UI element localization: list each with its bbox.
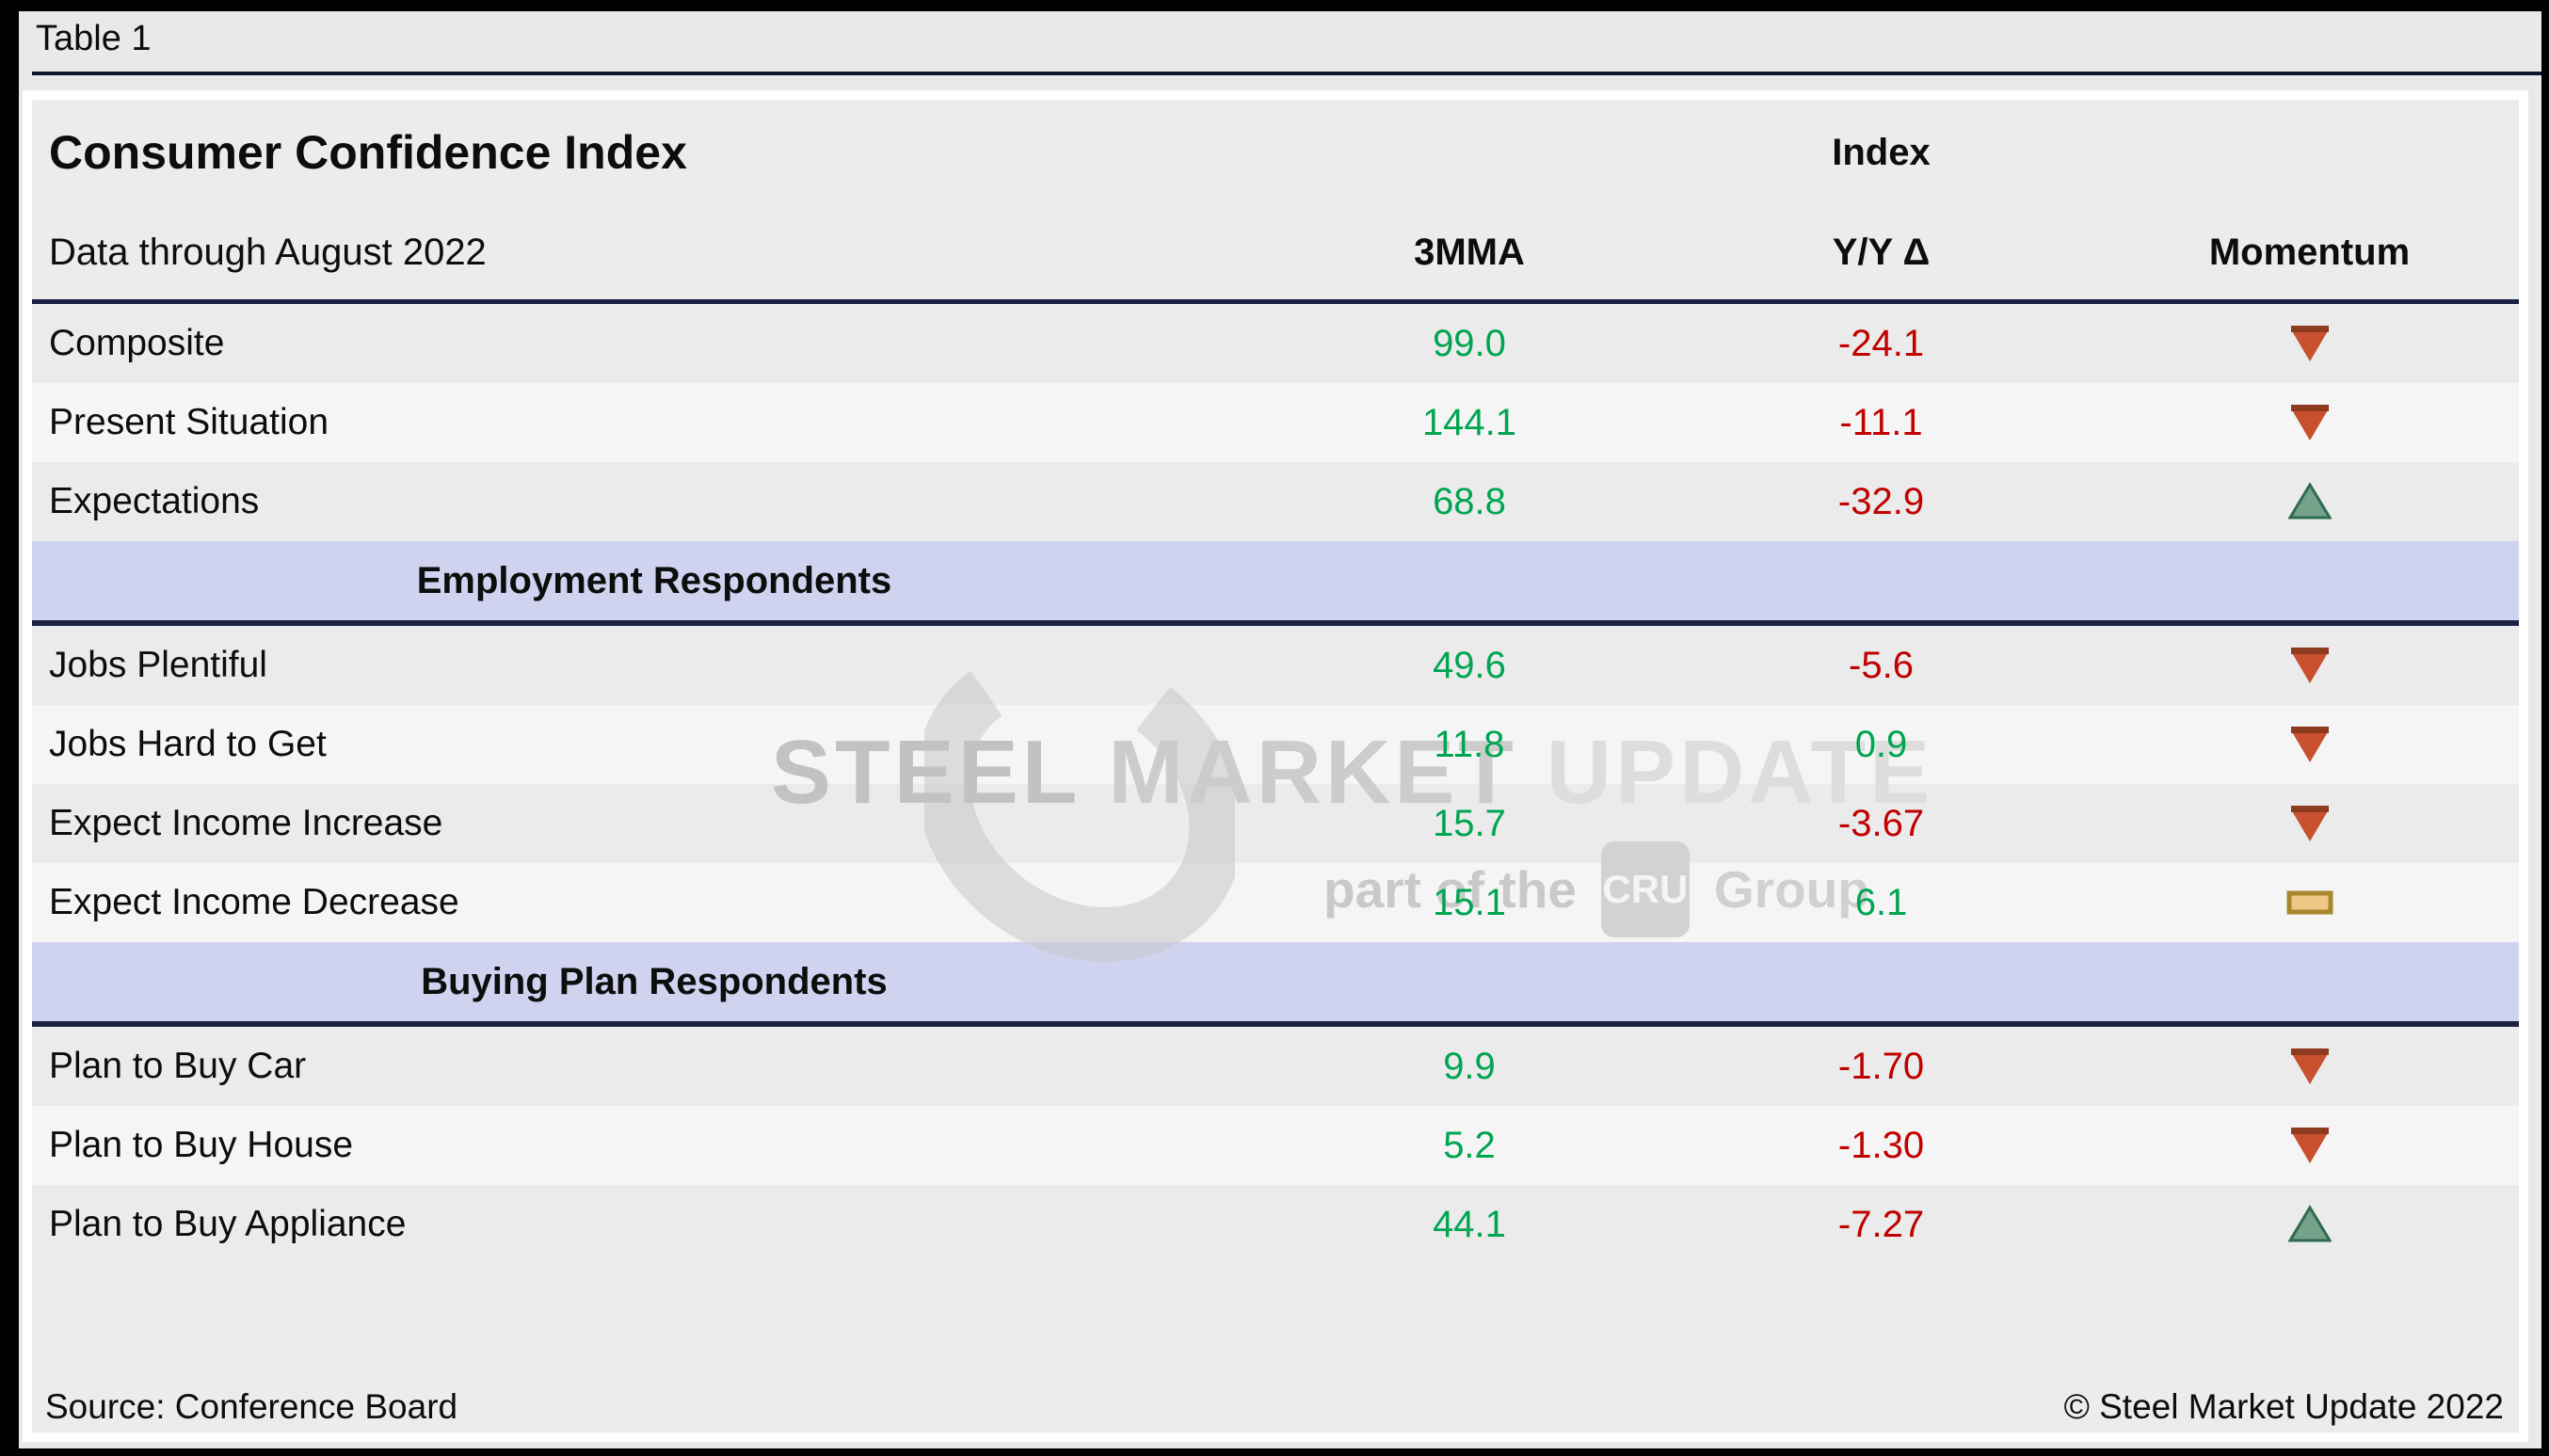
cell-3mma: 49.6 bbox=[1433, 644, 1506, 686]
cell-yy-delta: -1.70 bbox=[1837, 1045, 1925, 1087]
page-background: Table 1 Consumer Confidence Index Index … bbox=[19, 11, 2541, 1448]
cell-momentum bbox=[2100, 403, 2519, 442]
section-header-label: Buying Plan Respondents bbox=[421, 960, 888, 1002]
source-note: Source: Conference Board bbox=[45, 1387, 458, 1426]
momentum-down-icon bbox=[2290, 1048, 2329, 1084]
table-row: Plan to Buy Appliance 44.1 -7.27 bbox=[32, 1185, 2519, 1264]
row-label: Expect Income Increase bbox=[49, 803, 443, 843]
table-row: Jobs Plentiful 49.6 -5.6 bbox=[32, 626, 2519, 705]
table-row: Composite 99.0 -24.1 bbox=[32, 304, 2519, 383]
momentum-down-icon bbox=[2290, 405, 2329, 440]
row-label: Present Situation bbox=[49, 402, 329, 442]
cell-3mma: 15.7 bbox=[1433, 802, 1506, 844]
cell-yy-delta: -3.67 bbox=[1837, 802, 1925, 844]
cell-3mma: 99.0 bbox=[1433, 322, 1506, 364]
cell-momentum bbox=[2100, 725, 2519, 764]
momentum-flat-icon bbox=[2286, 890, 2333, 915]
cell-momentum bbox=[2100, 324, 2519, 363]
cell-yy-delta: -7.27 bbox=[1837, 1203, 1925, 1245]
cell-3mma: 15.1 bbox=[1433, 881, 1506, 923]
cell-momentum bbox=[2100, 1205, 2519, 1244]
cell-3mma: 9.9 bbox=[1443, 1045, 1496, 1087]
page-title: Consumer Confidence Index bbox=[49, 126, 687, 179]
data-through-label: Data through August 2022 bbox=[49, 231, 487, 273]
momentum-down-icon bbox=[2290, 1128, 2329, 1163]
row-label: Expectations bbox=[49, 481, 260, 521]
momentum-down-icon bbox=[2290, 648, 2329, 683]
row-label: Expect Income Decrease bbox=[49, 882, 459, 922]
row-label: Plan to Buy Car bbox=[49, 1046, 307, 1086]
row-label: Plan to Buy Appliance bbox=[49, 1204, 407, 1244]
section-divider-line bbox=[32, 620, 2519, 626]
table-row: Present Situation 144.1 -11.1 bbox=[32, 383, 2519, 462]
cell-3mma: 44.1 bbox=[1433, 1203, 1506, 1245]
table-number-label: Table 1 bbox=[36, 19, 152, 58]
section-header-row: Buying Plan Respondents bbox=[32, 942, 2519, 1021]
table-row: Plan to Buy Car 9.9 -1.70 bbox=[32, 1027, 2519, 1106]
momentum-down-icon bbox=[2290, 806, 2329, 841]
cell-yy-delta: -1.30 bbox=[1837, 1124, 1925, 1166]
momentum-up-icon bbox=[2287, 482, 2332, 520]
table-row: Expectations 68.8 -32.9 bbox=[32, 462, 2519, 541]
top-divider-line bbox=[32, 72, 2541, 75]
cell-3mma: 68.8 bbox=[1433, 480, 1506, 522]
momentum-down-icon bbox=[2290, 326, 2329, 361]
cell-yy-delta: -5.6 bbox=[1849, 644, 1914, 686]
section-header-label: Employment Respondents bbox=[416, 559, 892, 601]
cell-yy-delta: 6.1 bbox=[1854, 881, 1908, 923]
row-label: Jobs Hard to Get bbox=[49, 724, 327, 764]
cell-yy-delta: -32.9 bbox=[1837, 480, 1925, 522]
momentum-up-icon bbox=[2287, 1205, 2332, 1242]
cell-momentum bbox=[2100, 646, 2519, 685]
header-divider-line bbox=[32, 299, 2519, 304]
index-group-header: Index bbox=[1832, 131, 1931, 173]
table-row: Plan to Buy House 5.2 -1.30 bbox=[32, 1106, 2519, 1185]
cell-momentum bbox=[2100, 890, 2519, 915]
cell-momentum bbox=[2100, 1126, 2519, 1165]
momentum-down-icon bbox=[2290, 727, 2329, 762]
cell-yy-delta: 0.9 bbox=[1854, 723, 1908, 765]
section-header-row: Employment Respondents bbox=[32, 541, 2519, 620]
title-row: Consumer Confidence Index Index bbox=[32, 100, 2519, 205]
copyright-note: © Steel Market Update 2022 bbox=[2063, 1387, 2504, 1426]
consumer-confidence-table-card: Consumer Confidence Index Index Data thr… bbox=[23, 90, 2528, 1442]
section-divider-line bbox=[32, 1021, 2519, 1027]
cell-momentum bbox=[2100, 482, 2519, 521]
column-header-row: Data through August 2022 3MMA Y/Y Δ Mome… bbox=[32, 205, 2519, 299]
cell-yy-delta: -11.1 bbox=[1839, 401, 1923, 443]
cell-3mma: 11.8 bbox=[1434, 723, 1505, 765]
cell-3mma: 144.1 bbox=[1421, 401, 1517, 443]
row-label: Composite bbox=[49, 323, 225, 363]
cell-yy-delta: -24.1 bbox=[1837, 322, 1925, 364]
table-row: Expect Income Decrease 15.1 6.1 bbox=[32, 863, 2519, 942]
column-header-momentum: Momentum bbox=[2208, 231, 2411, 273]
table-row: Jobs Hard to Get 11.8 0.9 bbox=[32, 705, 2519, 784]
table-body: Composite 99.0 -24.1 Present Situation 144.… bbox=[32, 304, 2519, 1264]
table-footer: Source: Conference Board © Steel Market … bbox=[45, 1387, 2504, 1427]
column-header-3mma: 3MMA bbox=[1414, 231, 1525, 273]
row-label: Plan to Buy House bbox=[49, 1125, 354, 1165]
cell-momentum bbox=[2100, 1047, 2519, 1086]
row-label: Jobs Plentiful bbox=[49, 645, 267, 685]
column-header-yy-delta: Y/Y Δ bbox=[1832, 231, 1931, 273]
cell-3mma: 5.2 bbox=[1443, 1124, 1496, 1166]
table-row: Expect Income Increase 15.7 -3.67 bbox=[32, 784, 2519, 863]
cell-momentum bbox=[2100, 804, 2519, 843]
